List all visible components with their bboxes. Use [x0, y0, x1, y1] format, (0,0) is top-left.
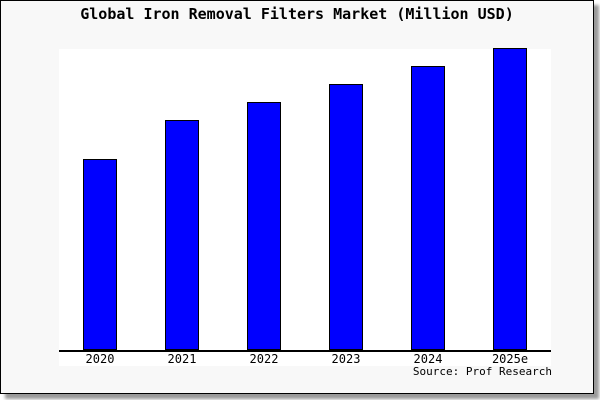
bar-slot [469, 47, 551, 350]
x-tick-label-2024: 2024 [413, 352, 443, 366]
source-credit: Source: Prof Research [412, 365, 552, 378]
x-tick-label-2020: 2020 [85, 352, 115, 366]
x-tick-label-2025e: 2025e [491, 352, 529, 366]
bar-slot [387, 49, 469, 350]
bar-slot [141, 49, 223, 350]
x-tick-label-2021: 2021 [167, 352, 197, 366]
bar-slot [59, 49, 141, 350]
x-axis-labels: 2020 2021 2022 2023 2024 2025e [59, 352, 551, 368]
bar-slot [223, 49, 305, 350]
bar-2025e [493, 47, 527, 350]
x-tick-label-2022: 2022 [249, 352, 279, 366]
chart-frame: Global Iron Removal Filters Market (Mill… [0, 0, 594, 394]
chart-title: Global Iron Removal Filters Market (Mill… [80, 5, 514, 23]
plot-area: 2020 2021 2022 2023 2024 2025e [59, 47, 551, 368]
bar-2023 [329, 83, 363, 350]
bar-2024 [411, 65, 445, 350]
bar-slot [305, 49, 387, 350]
bar-2022 [247, 101, 281, 350]
x-tick-label-2023: 2023 [331, 352, 361, 366]
bars-row [59, 47, 551, 352]
bar-2021 [165, 119, 199, 350]
bar-2020 [83, 158, 117, 350]
